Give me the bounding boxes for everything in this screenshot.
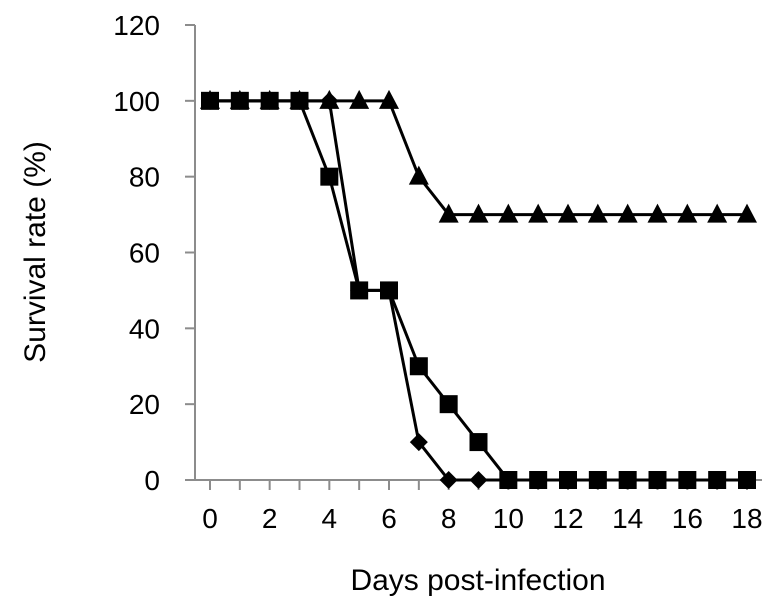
square-marker [290,91,309,110]
triangle-marker [319,89,340,109]
y-tick-label: 40 [129,313,160,344]
y-tick-label: 20 [129,389,160,420]
square-marker [320,167,339,186]
square-marker [230,91,249,110]
x-axis-title: Days post-infection [350,564,605,597]
x-tick-label: 12 [552,503,583,534]
y-tick-label: 0 [144,465,160,496]
x-tick-label: 16 [672,503,703,534]
square-marker [738,471,756,489]
square-marker [529,471,548,489]
triangle-marker [468,203,489,223]
triangle-marker [498,203,519,223]
y-tick-label: 80 [129,162,160,193]
y-tick-label: 60 [129,238,160,269]
triangle-marker [647,203,668,223]
diamond-marker [469,471,488,489]
square-marker [350,281,369,300]
series-square [201,91,756,489]
square-marker [648,471,667,489]
square-marker [380,281,398,300]
square-marker [708,471,727,489]
x-tick-label: 2 [262,503,278,534]
triangle-marker [438,203,459,223]
series-layer [200,89,757,489]
x-tick-label: 4 [322,503,338,534]
triangle-marker [558,203,578,223]
square-marker [588,471,607,489]
diamond-marker [409,433,428,452]
x-tick-label: 6 [381,503,397,534]
triangle-marker [349,89,370,109]
square-marker [499,471,518,489]
series-line [210,99,747,482]
triangle-marker [379,89,399,109]
square-marker [201,91,219,110]
series-line [210,99,747,482]
triangle-marker [528,203,549,223]
square-marker [409,357,428,376]
x-tick-label: 8 [441,503,457,534]
y-axis-ticks: 0 20 40 60 80 100 120 [113,10,195,496]
axes [194,25,762,481]
triangle-marker [408,165,429,185]
square-marker [469,433,488,452]
triangle-marker [737,203,757,223]
x-tick-label: 0 [202,503,218,534]
triangle-marker [587,203,608,223]
triangle-marker [677,203,698,223]
square-marker [678,471,697,489]
x-tick-label: 14 [612,503,643,534]
y-tick-label: 100 [113,86,160,117]
y-axis-title: Survival rate (%) [19,141,52,363]
square-marker [618,471,637,489]
series-diamond [201,91,756,489]
x-tick-label: 18 [731,503,762,534]
series-line [210,99,747,217]
square-marker [260,91,279,110]
triangle-marker [617,203,638,223]
y-tick-label: 120 [113,10,160,41]
square-marker [559,471,577,489]
series-triangle [200,89,757,223]
diamond-marker [439,471,458,489]
triangle-marker [707,203,728,223]
square-marker [439,395,458,414]
x-tick-label: 10 [493,503,524,534]
